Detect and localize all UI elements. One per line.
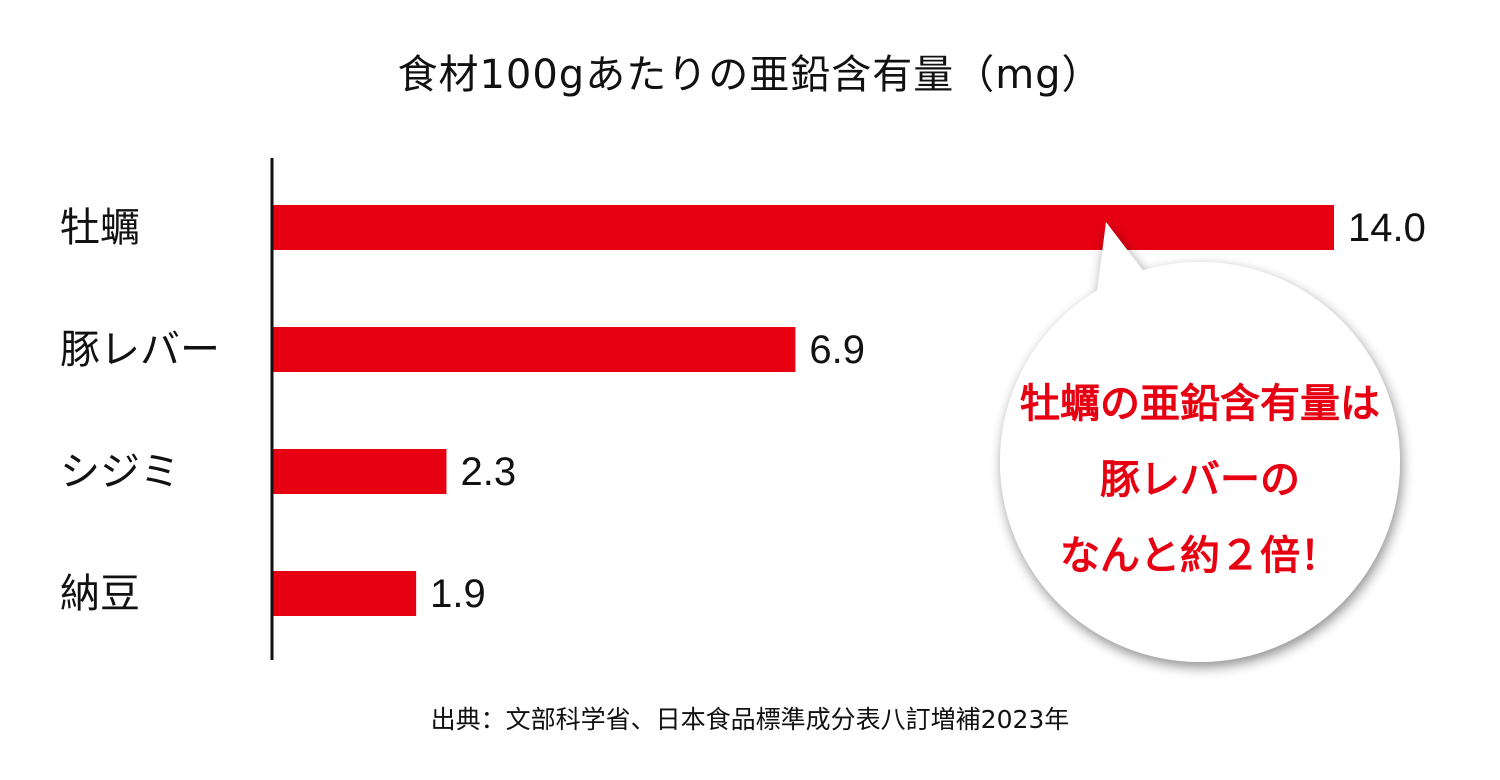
- source-note: 出典：文部科学省、日本食品標準成分表八訂増補2023年: [430, 705, 1070, 734]
- value-label: 6.9: [809, 327, 866, 372]
- bar-1: [272, 327, 796, 372]
- bar-0: [272, 205, 1334, 250]
- bar-2: [272, 449, 447, 494]
- callout-line: なんと約２倍！: [1060, 533, 1340, 579]
- callout-text: 牡蠣の亜鉛含有量は 豚レバーの なんと約２倍！: [960, 366, 1440, 594]
- category-label: 納豆: [60, 570, 140, 617]
- value-label: 2.3: [460, 449, 517, 494]
- bar-3: [272, 571, 417, 616]
- callout-line: 牡蠣の亜鉛含有量は: [1020, 381, 1380, 427]
- category-label: シジミ: [60, 448, 180, 495]
- callout-bubble: [1000, 222, 1400, 662]
- chart-title: 食材100gあたりの亜鉛含有量（mg）: [397, 52, 1103, 98]
- value-label: 14.0: [1348, 205, 1426, 250]
- value-label: 1.9: [430, 571, 486, 616]
- category-label: 牡蠣: [60, 204, 140, 251]
- callout-line: 豚レバーの: [1100, 457, 1300, 503]
- category-label: 豚レバー: [60, 326, 220, 373]
